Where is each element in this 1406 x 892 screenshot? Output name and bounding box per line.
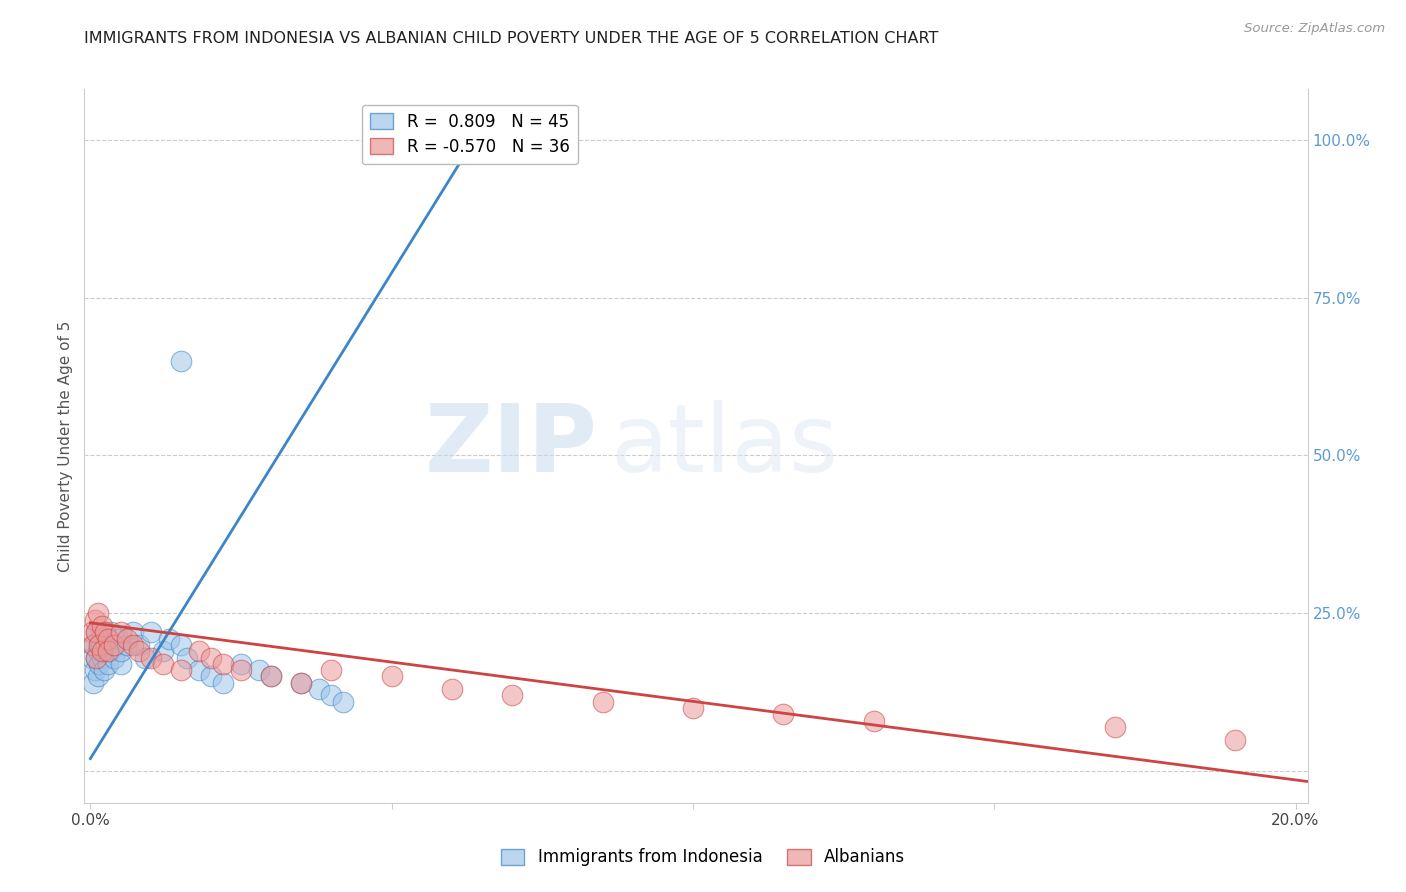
Point: [89, 638, 111, 652]
Point: [200, 669, 222, 683]
Point: [321, 689, 343, 703]
Point: [229, 657, 252, 671]
Point: [501, 689, 523, 703]
Point: [107, 632, 129, 646]
Point: [128, 638, 150, 652]
Point: [110, 644, 132, 658]
Point: [157, 632, 180, 646]
Point: [134, 650, 156, 665]
Point: [200, 650, 222, 665]
Point: [772, 707, 794, 722]
Point: [1104, 720, 1126, 734]
Point: [93, 663, 115, 677]
Point: [115, 638, 138, 652]
Point: [84, 613, 107, 627]
Point: [308, 682, 330, 697]
Text: Source: ZipAtlas.com: Source: ZipAtlas.com: [1244, 22, 1385, 36]
Point: [260, 669, 283, 683]
Point: [128, 644, 150, 658]
Point: [176, 650, 198, 665]
Point: [83, 638, 105, 652]
Text: IMMIGRANTS FROM INDONESIA VS ALBANIAN CHILD POVERTY UNDER THE AGE OF 5 CORRELATI: IMMIGRANTS FROM INDONESIA VS ALBANIAN CH…: [84, 31, 939, 46]
Point: [103, 638, 125, 652]
Point: [290, 675, 312, 690]
Point: [97, 632, 120, 646]
Point: [86, 650, 108, 665]
Point: [90, 638, 112, 652]
Point: [86, 625, 108, 640]
Point: [115, 632, 138, 646]
Text: atlas: atlas: [610, 400, 838, 492]
Point: [139, 650, 162, 665]
Point: [110, 625, 132, 640]
Legend: Immigrants from Indonesia, Albanians: Immigrants from Indonesia, Albanians: [495, 842, 911, 873]
Point: [212, 657, 235, 671]
Point: [121, 638, 143, 652]
Point: [381, 669, 404, 683]
Point: [82, 638, 104, 652]
Point: [247, 663, 270, 677]
Point: [321, 663, 343, 677]
Point: [290, 675, 312, 690]
Point: [121, 625, 143, 640]
Point: [98, 644, 121, 658]
Y-axis label: Child Poverty Under the Age of 5: Child Poverty Under the Age of 5: [58, 320, 73, 572]
Point: [260, 669, 283, 683]
Point: [103, 650, 125, 665]
Point: [170, 353, 193, 368]
Legend: R =  0.809   N = 45, R = -0.570   N = 36: R = 0.809 N = 45, R = -0.570 N = 36: [361, 104, 578, 164]
Point: [91, 619, 114, 633]
Text: ZIP: ZIP: [425, 400, 598, 492]
Point: [592, 695, 614, 709]
Point: [86, 669, 108, 683]
Point: [86, 625, 108, 640]
Point: [170, 638, 193, 652]
Point: [86, 650, 108, 665]
Point: [1225, 732, 1247, 747]
Point: [97, 644, 120, 658]
Point: [139, 625, 162, 640]
Point: [86, 607, 108, 621]
Point: [212, 675, 235, 690]
Point: [82, 625, 104, 640]
Point: [84, 663, 107, 677]
Point: [97, 632, 120, 646]
Point: [103, 638, 125, 652]
Point: [170, 663, 193, 677]
Point: [91, 625, 114, 640]
Point: [91, 644, 114, 658]
Point: [82, 675, 104, 690]
Point: [187, 644, 209, 658]
Point: [97, 657, 120, 671]
Point: [332, 695, 354, 709]
Point: [87, 644, 110, 658]
Point: [89, 632, 111, 646]
Point: [152, 644, 174, 658]
Point: [89, 657, 111, 671]
Point: [94, 638, 117, 652]
Point: [94, 625, 117, 640]
Point: [110, 657, 132, 671]
Point: [187, 663, 209, 677]
Point: [100, 625, 122, 640]
Point: [440, 682, 463, 697]
Point: [862, 714, 884, 728]
Point: [94, 644, 117, 658]
Point: [229, 663, 252, 677]
Point: [152, 657, 174, 671]
Point: [82, 650, 104, 665]
Point: [91, 650, 114, 665]
Point: [682, 701, 704, 715]
